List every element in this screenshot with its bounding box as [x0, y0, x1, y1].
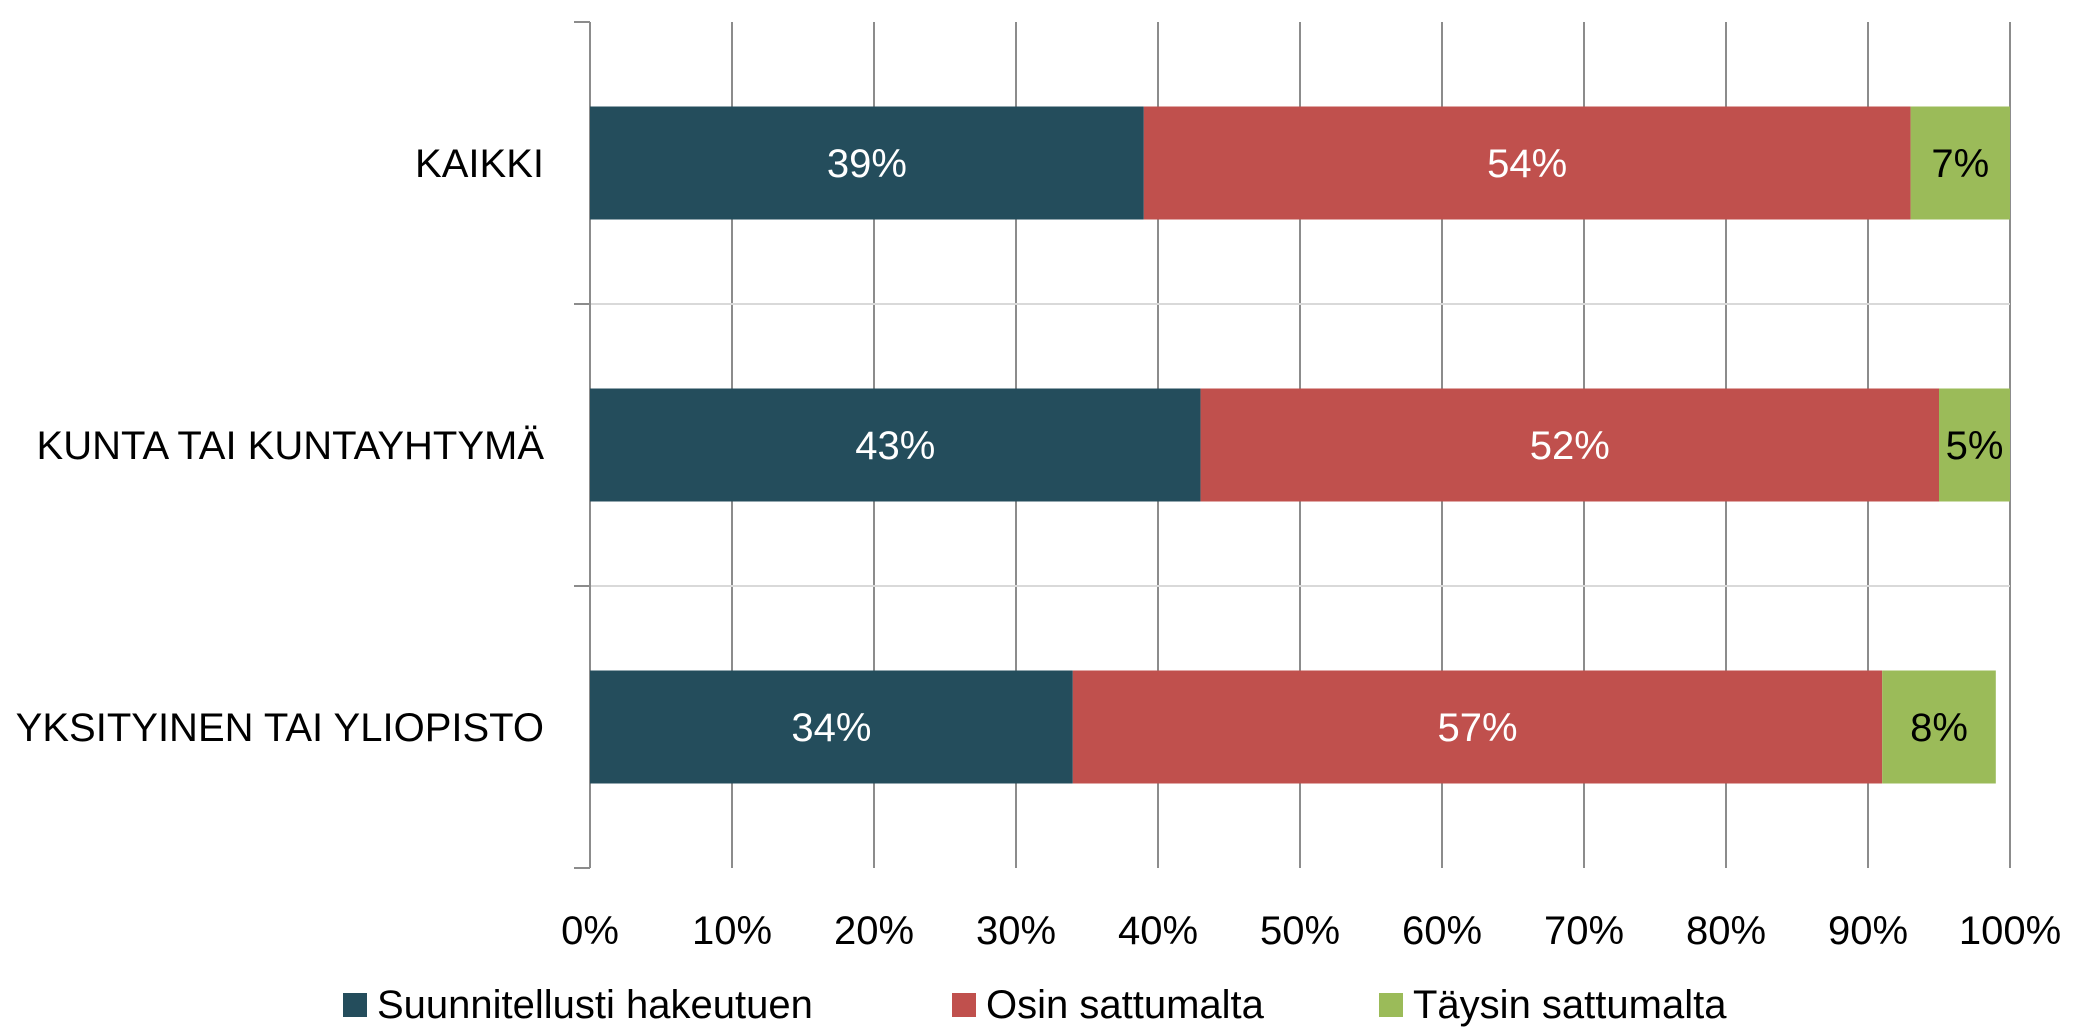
legend-swatch-planned — [343, 993, 367, 1017]
legend-swatch-partly-random — [952, 993, 976, 1017]
x-tick-label: 80% — [1686, 909, 1766, 953]
x-tick-label: 30% — [976, 909, 1056, 953]
bar-segments — [590, 106, 2010, 784]
bar-segment — [1072, 670, 1883, 784]
legend-swatch-fully-random — [1379, 993, 1403, 1017]
bar-segment — [590, 106, 1144, 220]
x-tick-label: 0% — [561, 909, 619, 953]
legend: Suunnitellusti hakeutuen Osin sattumalta… — [0, 985, 2078, 1025]
x-tick-label: 50% — [1260, 909, 1340, 953]
bar-data-label: 43% — [855, 424, 935, 468]
bar-data-label: 34% — [791, 706, 871, 750]
legend-label-partly-random: Osin sattumalta — [986, 983, 1264, 1027]
x-tick-label: 100% — [1959, 909, 2061, 953]
x-tick-label: 40% — [1118, 909, 1198, 953]
bar-data-label: 5% — [1946, 424, 2004, 468]
bar-segment — [590, 388, 1201, 502]
category-label: KAIKKI — [415, 142, 544, 186]
legend-item-planned: Suunnitellusti hakeutuen — [343, 985, 813, 1025]
category-labels: KAIKKI KUNTA TAI KUNTAYHTYMÄ YKSITYINEN TA… — [16, 142, 545, 750]
bar-segment — [1200, 388, 1939, 502]
x-tick-label: 20% — [834, 909, 914, 953]
x-tick-labels: 0% 10% 20% 30% 40% 50% 60% 70% 80% 90% 100% — [561, 909, 2061, 953]
legend-label-fully-random: Täysin sattumalta — [1413, 983, 1727, 1027]
category-label: YKSITYINEN TAI YLIOPISTO — [16, 706, 544, 750]
bar-data-label: 57% — [1437, 706, 1517, 750]
bar-data-label: 54% — [1487, 142, 1567, 186]
bar-data-label: 52% — [1530, 424, 1610, 468]
x-tick-label: 10% — [692, 909, 772, 953]
x-tick-label: 90% — [1828, 909, 1908, 953]
data-labels: 39% 54% 7% 43% 52% 5% 34% 57% 8% — [791, 142, 2003, 750]
x-tick-label: 70% — [1544, 909, 1624, 953]
bar-data-label: 8% — [1910, 706, 1968, 750]
category-axis — [574, 21, 591, 869]
bar-segment — [1882, 670, 1996, 784]
bar-data-label: 39% — [827, 142, 907, 186]
category-label: KUNTA TAI KUNTAYHTYMÄ — [37, 424, 545, 468]
bar-segment — [1143, 106, 1911, 220]
bar-segment — [1939, 388, 2010, 502]
bar-segment — [590, 670, 1073, 784]
bar-segment — [1910, 106, 2010, 220]
bar-data-label: 7% — [1931, 142, 1989, 186]
x-tick-label: 60% — [1402, 909, 1482, 953]
legend-item-partly-random: Osin sattumalta — [952, 985, 1264, 1025]
horizontal-gridlines — [590, 303, 2010, 587]
legend-item-fully-random: Täysin sattumalta — [1379, 985, 1726, 1025]
legend-label-planned: Suunnitellusti hakeutuen — [377, 983, 813, 1027]
